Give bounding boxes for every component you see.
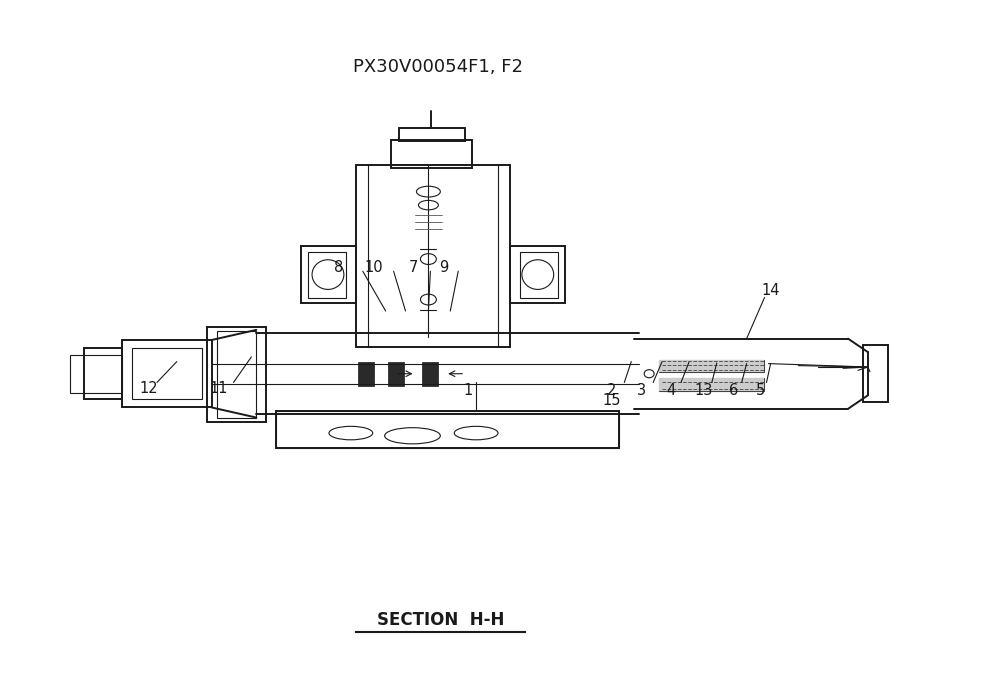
Bar — [659, 379, 764, 390]
Text: 15: 15 — [602, 393, 621, 408]
Bar — [356, 165, 510, 347]
Text: 1: 1 — [464, 383, 473, 398]
Bar — [84, 348, 122, 399]
Text: 9: 9 — [439, 260, 448, 275]
Text: 12: 12 — [140, 381, 158, 396]
Text: 14: 14 — [761, 284, 780, 299]
Bar — [132, 348, 202, 399]
Text: 6: 6 — [729, 383, 738, 398]
Text: 7: 7 — [409, 260, 418, 275]
Text: 8: 8 — [334, 260, 344, 275]
Bar — [659, 379, 764, 390]
Text: 5: 5 — [756, 383, 765, 398]
Text: 2: 2 — [607, 383, 616, 398]
Text: SECTION  H-H: SECTION H-H — [377, 611, 504, 629]
Bar — [358, 362, 374, 386]
Bar — [399, 128, 465, 141]
Bar — [122, 340, 212, 407]
Bar — [388, 362, 404, 386]
Bar — [659, 360, 764, 373]
Text: 13: 13 — [695, 383, 713, 398]
Text: 3: 3 — [637, 383, 646, 398]
Text: 11: 11 — [209, 381, 228, 396]
Bar — [301, 245, 356, 303]
Bar — [863, 345, 888, 402]
Bar — [276, 411, 619, 448]
Bar — [308, 252, 346, 298]
Bar — [70, 355, 122, 392]
Text: PX30V00054F1, F2: PX30V00054F1, F2 — [353, 58, 523, 76]
Bar — [659, 360, 764, 373]
Bar — [510, 245, 565, 303]
Bar — [520, 252, 558, 298]
Text: 4: 4 — [666, 383, 676, 398]
Bar — [207, 326, 266, 422]
Text: 10: 10 — [364, 260, 383, 275]
Bar — [391, 139, 472, 168]
Bar — [422, 362, 438, 386]
Bar — [217, 331, 256, 418]
